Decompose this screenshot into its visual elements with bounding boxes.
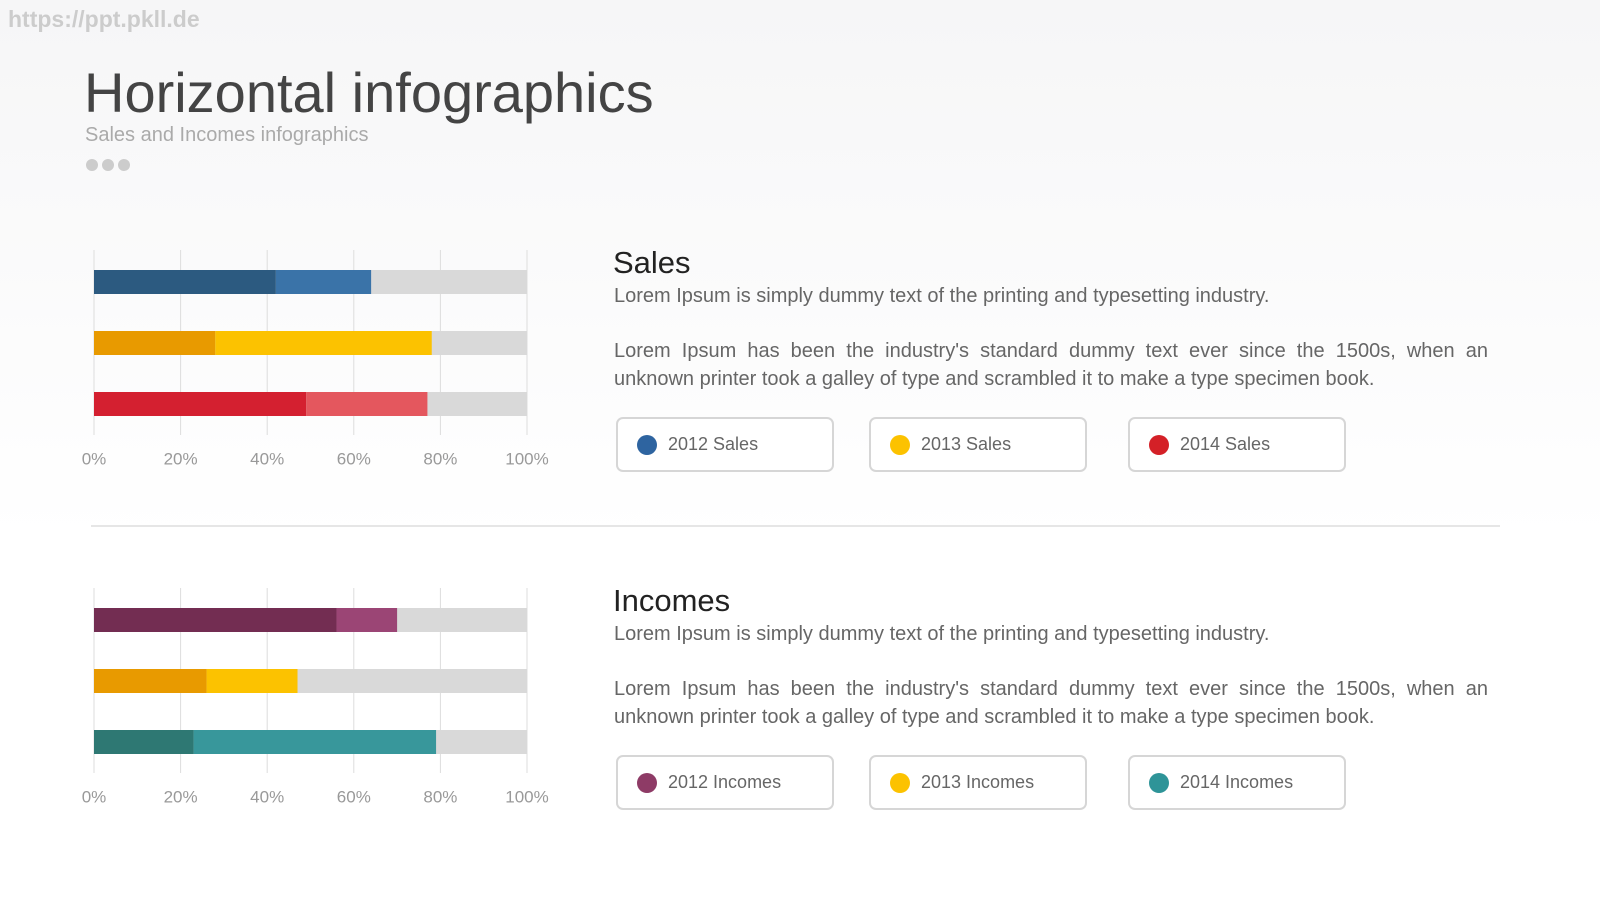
legend-dot xyxy=(890,435,910,455)
decor-dot xyxy=(102,159,114,171)
bar-segment xyxy=(94,270,276,294)
description: Lorem Ipsum has been the industry's stan… xyxy=(614,340,1488,390)
x-tick-label: 60% xyxy=(337,787,371,806)
decor-dot xyxy=(118,159,130,171)
legend-dot xyxy=(637,435,657,455)
legend-dot xyxy=(890,773,910,793)
description: Lorem Ipsum has been the industry's stan… xyxy=(614,678,1488,728)
legend-label: 2013 Sales xyxy=(921,434,1012,454)
x-tick-label: 40% xyxy=(250,449,284,468)
legend-dot xyxy=(1149,773,1169,793)
bar-segment xyxy=(193,730,437,754)
bar-segment xyxy=(94,608,337,632)
bar-segment xyxy=(94,730,194,754)
page-subtitle: Sales and Incomes infographics xyxy=(85,124,369,146)
legend-label: 2014 Sales xyxy=(1180,434,1271,454)
legend-label: 2012 Incomes xyxy=(668,772,782,792)
description: Lorem Ipsum is simply dummy text of the … xyxy=(614,623,1270,645)
x-tick-label: 40% xyxy=(250,787,284,806)
legend-label: 2012 Sales xyxy=(668,434,759,454)
legend-item: 2014 Sales xyxy=(1128,417,1346,472)
bar-segment xyxy=(215,331,432,355)
x-tick-label: 0% xyxy=(82,449,107,468)
description: Lorem Ipsum is simply dummy text of the … xyxy=(614,285,1270,307)
bar-segment xyxy=(206,669,298,693)
section-title: Incomes xyxy=(613,583,731,618)
x-tick-label: 100% xyxy=(505,449,548,468)
page-title: Horizontal infographics xyxy=(84,61,654,124)
legend-dot xyxy=(637,773,657,793)
legend-item: 2013 Incomes xyxy=(869,755,1087,810)
bar-segment xyxy=(94,392,307,416)
watermark: https://ppt.pkll.de xyxy=(8,6,200,32)
section-title: Sales xyxy=(613,245,691,280)
legend-item: 2012 Incomes xyxy=(616,755,834,810)
x-tick-label: 0% xyxy=(82,787,107,806)
x-tick-label: 60% xyxy=(337,449,371,468)
legend-dot xyxy=(1149,435,1169,455)
legend-item: 2012 Sales xyxy=(616,417,834,472)
bar-segment xyxy=(94,669,207,693)
legend-label: 2013 Incomes xyxy=(921,772,1035,792)
x-tick-label: 80% xyxy=(423,449,457,468)
legend-item: 2014 Incomes xyxy=(1128,755,1346,810)
bar-segment xyxy=(336,608,398,632)
legend-label: 2014 Incomes xyxy=(1180,772,1294,792)
x-tick-label: 80% xyxy=(423,787,457,806)
legend-item: 2013 Sales xyxy=(869,417,1087,472)
bar-segment xyxy=(275,270,372,294)
bar-segment xyxy=(306,392,428,416)
x-tick-label: 20% xyxy=(164,787,198,806)
x-tick-label: 100% xyxy=(505,787,548,806)
bar-segment xyxy=(94,331,216,355)
decor-dot xyxy=(86,159,98,171)
x-tick-label: 20% xyxy=(164,449,198,468)
